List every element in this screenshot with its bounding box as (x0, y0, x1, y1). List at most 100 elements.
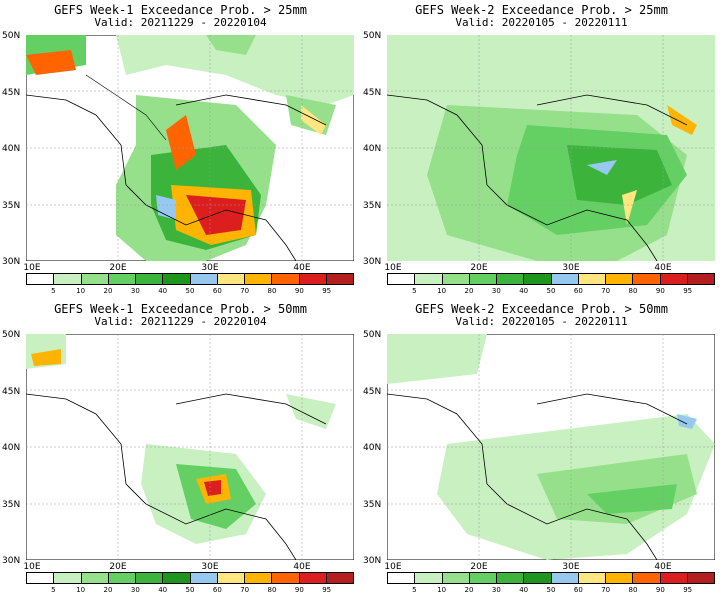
colorbar-swatch (441, 573, 469, 583)
colorbar-swatch (298, 573, 326, 583)
colorbar-tick-label: 95 (683, 287, 693, 295)
colorbar-swatch (80, 573, 108, 583)
panel-title: GEFS Week-2 Exceedance Prob. > 25mm (415, 3, 668, 17)
colorbar-swatch (53, 573, 81, 583)
lon-label: 20E (109, 263, 127, 273)
lon-label: 10E (23, 263, 41, 273)
colorbar-swatch (686, 274, 714, 284)
colorbar-swatch (216, 573, 244, 583)
colorbar-tick-label: 10 (437, 586, 447, 594)
lat-label: 50N (2, 330, 21, 340)
colorbar-swatch (414, 573, 442, 583)
colorbar-tick-label: 5 (412, 287, 417, 295)
colorbar-tick-label: 30 (130, 586, 140, 594)
lat-label: 50N (363, 330, 382, 340)
colorbar-swatch (496, 274, 524, 284)
lat-label: 45N (2, 387, 21, 397)
lon-label: 20E (470, 562, 488, 572)
map-panel-week1-25mm: GEFS Week-1 Exceedance Prob. > 25mm Vali… (0, 0, 361, 299)
colorbar-swatch (271, 573, 299, 583)
colorbar-swatch (189, 274, 217, 284)
colorbar-swatch (216, 274, 244, 284)
colorbar-tick-label: 90 (294, 586, 304, 594)
colorbar-tick-label: 60 (573, 287, 583, 295)
panel-title: GEFS Week-1 Exceedance Prob. > 25mm (54, 3, 307, 17)
colorbar-swatch (107, 274, 135, 284)
colorbar-swatch (523, 274, 551, 284)
colorbar-tick-label: 95 (322, 287, 332, 295)
colorbar-tick-label: 30 (491, 586, 501, 594)
colorbar-tick-label: 5 (51, 586, 56, 594)
colorbar-tick-label: 70 (601, 586, 611, 594)
colorbar-tick-label: 90 (294, 287, 304, 295)
probability-map (387, 334, 715, 560)
lat-label: 45N (2, 88, 21, 98)
colorbar-tick-label: 95 (683, 586, 693, 594)
map-panel-week2-25mm: GEFS Week-2 Exceedance Prob. > 25mm Vali… (361, 0, 722, 299)
colorbar-swatch (523, 573, 551, 583)
lat-label: 45N (363, 387, 382, 397)
lat-label: 30N (363, 257, 382, 267)
colorbar-swatch (107, 573, 135, 583)
colorbar-swatch (298, 274, 326, 284)
colorbar-swatch (496, 573, 524, 583)
colorbar-tick-label: 40 (519, 287, 529, 295)
colorbar (26, 572, 354, 584)
colorbar-tick-label: 20 (464, 586, 474, 594)
colorbar-swatch (686, 573, 714, 583)
colorbar-tick-label: 80 (267, 586, 277, 594)
lat-label: 30N (363, 556, 382, 566)
lon-label: 30E (562, 562, 580, 572)
colorbar-tick-label: 40 (519, 586, 529, 594)
colorbar (387, 572, 715, 584)
lon-label: 30E (562, 263, 580, 273)
lon-label: 40E (654, 263, 672, 273)
lon-label: 30E (201, 562, 219, 572)
lat-label: 35N (363, 500, 382, 510)
lat-label: 40N (2, 144, 21, 154)
colorbar-tick-label: 5 (51, 287, 56, 295)
probability-map (26, 334, 354, 560)
colorbar-tick-label: 70 (240, 586, 250, 594)
colorbar-tick-label: 60 (212, 586, 222, 594)
colorbar-swatch (27, 573, 54, 583)
colorbar-swatch (632, 573, 660, 583)
map-panel-week2-50mm: GEFS Week-2 Exceedance Prob. > 50mm Vali… (361, 299, 722, 598)
colorbar-tick-label: 80 (267, 287, 277, 295)
colorbar-tick-label: 80 (628, 287, 638, 295)
colorbar-swatch (468, 274, 496, 284)
panel-valid-dates: Valid: 20211229 - 20220104 (94, 16, 267, 29)
colorbar-tick-label: 10 (437, 287, 447, 295)
colorbar-swatch (271, 274, 299, 284)
probability-map (387, 35, 715, 261)
colorbar-tick-label: 30 (491, 287, 501, 295)
colorbar-swatch (53, 274, 81, 284)
colorbar-swatch (550, 274, 578, 284)
colorbar (387, 273, 715, 285)
colorbar-swatch (605, 274, 633, 284)
colorbar-swatch (632, 274, 660, 284)
colorbar-swatch (577, 274, 605, 284)
colorbar-tick-label: 20 (103, 287, 113, 295)
colorbar-swatch (605, 573, 633, 583)
colorbar-tick-label: 20 (464, 287, 474, 295)
colorbar-swatch (162, 274, 190, 284)
colorbar-tick-label: 90 (655, 586, 665, 594)
colorbar-tick-label: 70 (240, 287, 250, 295)
panel-title: GEFS Week-2 Exceedance Prob. > 50mm (415, 302, 668, 316)
colorbar-tick-label: 95 (322, 586, 332, 594)
colorbar-swatch (414, 274, 442, 284)
panel-valid-dates: Valid: 20220105 - 20220111 (455, 16, 628, 29)
colorbar (26, 273, 354, 285)
colorbar-swatch (659, 274, 687, 284)
lat-label: 50N (2, 31, 21, 41)
colorbar-swatch (135, 573, 163, 583)
lat-label: 50N (363, 31, 382, 41)
panel-valid-dates: Valid: 20220105 - 20220111 (455, 315, 628, 328)
colorbar-tick-label: 80 (628, 586, 638, 594)
colorbar-swatch (550, 573, 578, 583)
lon-label: 20E (109, 562, 127, 572)
colorbar-swatch (162, 573, 190, 583)
lon-label: 20E (470, 263, 488, 273)
lat-label: 40N (363, 443, 382, 453)
